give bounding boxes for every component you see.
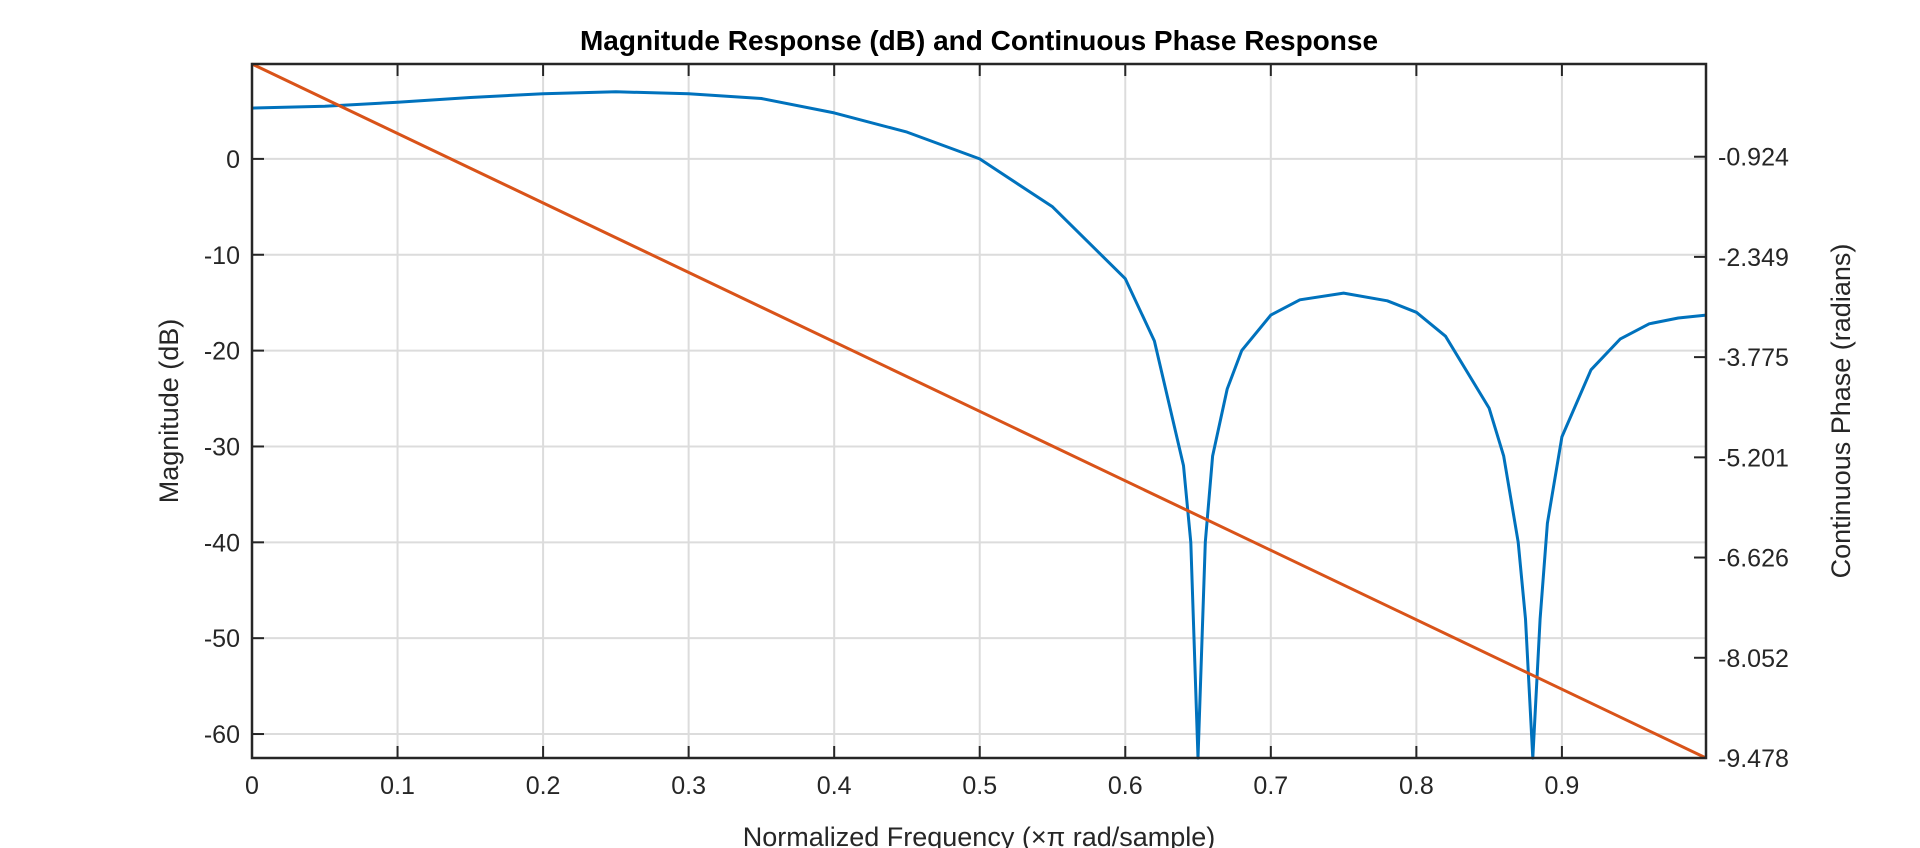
y-axis-label-left: Magnitude (dB) [154, 319, 184, 504]
y-axis-label-right: Continuous Phase (radians) [1826, 244, 1856, 579]
x-tick-label: 0.9 [1545, 772, 1580, 800]
y-tick-label-right: -8.052 [1718, 645, 1789, 673]
x-tick-label: 0.7 [1253, 772, 1288, 800]
y-tick-label-left: -10 [204, 242, 240, 270]
series-group [251, 62, 1707, 760]
y-tick-label-left: -50 [204, 625, 240, 653]
x-tick-label: 0.6 [1108, 772, 1143, 800]
y-tick-label-left: -20 [204, 338, 240, 366]
x-tick-label: 0.2 [526, 772, 561, 800]
chart-title: Magnitude Response (dB) and Continuous P… [580, 25, 1378, 56]
y-tick-label-left: -40 [204, 529, 240, 557]
x-axis-label: Normalized Frequency (×π rad/sample) [743, 822, 1216, 848]
x-tick-label: 0 [245, 772, 259, 800]
y-tick-label-right: -2.349 [1718, 244, 1789, 272]
y-tick-label-right: -3.775 [1718, 344, 1789, 372]
phase-series-line [251, 62, 1707, 760]
y-tick-label-right: -5.201 [1718, 444, 1789, 472]
x-tick-label: 0.4 [817, 772, 852, 800]
y-tick-label-left: -60 [204, 721, 240, 749]
y-tick-label-left: -30 [204, 433, 240, 461]
x-tick-label: 0.8 [1399, 772, 1434, 800]
magnitude-series-line [251, 90, 1707, 760]
y-tick-label-right: -0.924 [1718, 144, 1789, 172]
tick-group: 0 0.1 0.2 0.3 0.4 0.5 0.6 0.7 0.8 0.9 0 -10 -20 -30 -4… [204, 64, 1789, 800]
x-tick-label: 0.5 [962, 772, 997, 800]
y-tick-label-left: 0 [226, 146, 240, 174]
y-tick-label-right: -6.626 [1718, 545, 1789, 573]
y-tick-label-right: -9.478 [1718, 745, 1789, 773]
x-tick-label: 0.1 [380, 772, 415, 800]
x-tick-label: 0.3 [671, 772, 706, 800]
